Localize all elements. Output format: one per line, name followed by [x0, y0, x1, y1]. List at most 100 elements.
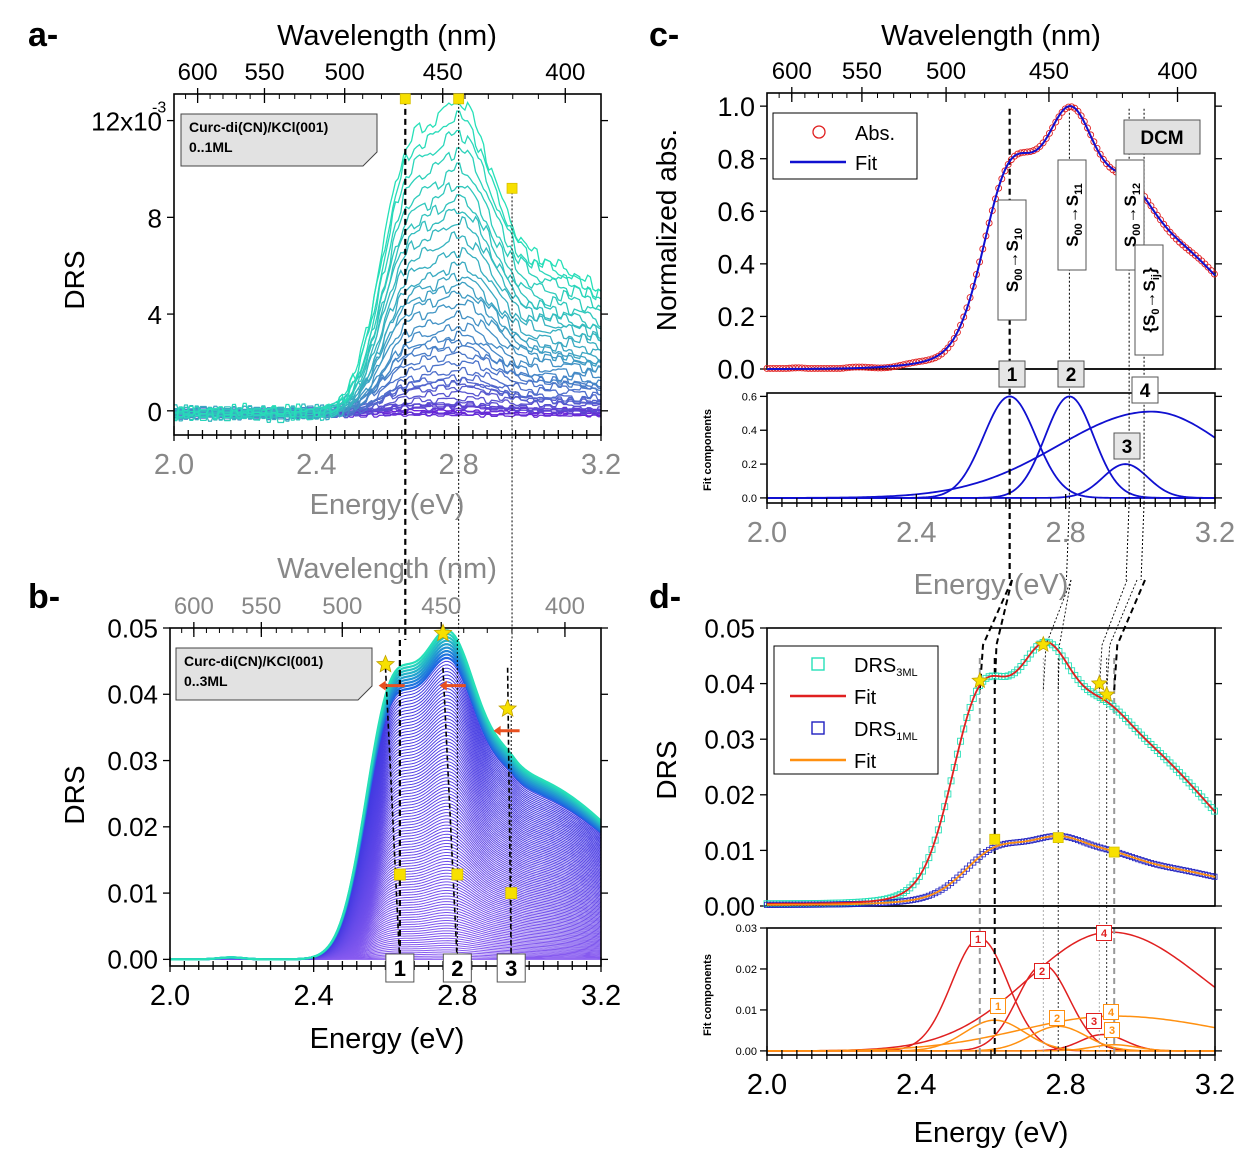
panel-d-y-tick-label: 0.03 — [704, 725, 755, 755]
square-marker — [506, 182, 518, 194]
cross-panel-guide — [993, 579, 1013, 691]
top-tick-label: 600 — [174, 593, 214, 620]
drs-1ml-point — [932, 890, 939, 897]
abs-point — [1055, 113, 1063, 121]
drs-1ml-point — [935, 888, 942, 895]
transition-label-box — [1104, 1022, 1120, 1038]
panel-a-x-tick-label: 3.2 — [581, 449, 621, 481]
square-marker — [451, 868, 464, 881]
panel-c-y-tick-label: 1.0 — [717, 92, 755, 122]
panel-c-x-tick-label: 2.0 — [747, 517, 787, 549]
panel-d-lower-y-tick-label: 0.01 — [736, 1005, 757, 1017]
abs-point — [1077, 112, 1085, 120]
transition-label: 3 — [1091, 1016, 1097, 1028]
transition-tag-box — [1134, 244, 1164, 356]
drs-curve — [173, 330, 602, 419]
transition-label: 1 — [1007, 365, 1018, 386]
drs-1ml-point — [929, 891, 936, 898]
panel-a-curves — [173, 101, 602, 424]
legend-label: Fit — [854, 751, 877, 773]
drs-1ml-point — [982, 848, 989, 855]
drs-1ml-point — [960, 868, 967, 875]
top-tick-label: 500 — [322, 593, 362, 620]
panel-b-label: b- — [28, 578, 60, 616]
transition-label: 1 — [995, 1001, 1001, 1013]
panel-a-x-tick-label: 2.8 — [439, 449, 479, 481]
panel-c-lower-y-tick-label: 0.0 — [742, 493, 757, 505]
panel-c-lower-y-tick-label: 0.4 — [742, 425, 757, 437]
abs-point — [1042, 134, 1050, 142]
star-guide-line — [442, 667, 459, 965]
cross-panel-guide — [1113, 579, 1146, 691]
panel-d-y-tick-label: 0.04 — [704, 669, 755, 699]
sample-label-box — [175, 647, 373, 701]
legend-marker — [811, 721, 825, 735]
drs-1ml-point — [938, 886, 945, 893]
square-marker — [1052, 832, 1064, 844]
abs-point — [950, 335, 958, 342]
axes-layer — [163, 87, 1222, 1061]
panel-c-y-tick-label: 0.6 — [717, 197, 755, 227]
abs-point — [1074, 107, 1082, 115]
drs-1ml-point — [963, 865, 970, 872]
panel-b-top-axis-title: Wavelength (nm) — [277, 553, 497, 585]
abs-point — [953, 328, 961, 336]
text-layer: 2.0 2.4 2.8 3.2 0 4 8 12x10-3 600 550 500 450 400 Wav… — [28, 16, 1235, 1149]
panel-d-x-tick-label: 2.0 — [747, 1069, 787, 1101]
abs-point — [947, 340, 955, 348]
transition-label-box — [1049, 1010, 1065, 1026]
star-marker — [1090, 674, 1108, 691]
star-marker — [498, 698, 518, 717]
panel-d-x-tick-label: 3.2 — [1195, 1069, 1235, 1101]
solvent-tag-box — [1123, 119, 1201, 155]
panel-c-lower-y-axis-title: Fit components — [702, 409, 714, 491]
panel-d-y-tick-label: 0.01 — [704, 836, 755, 866]
transition-label-box — [1103, 1004, 1119, 1020]
cross-panel-guide — [1106, 579, 1138, 691]
panel-c-x-axis-title: Energy (eV) — [914, 569, 1069, 601]
panel-a-label: a- — [28, 16, 58, 54]
guide-layer — [384, 98, 1146, 1055]
panel-b-y-tick-label: 0.01 — [107, 878, 158, 908]
abs-point — [1157, 216, 1164, 224]
top-tick-label: 450 — [423, 59, 463, 86]
abs-point — [1004, 161, 1012, 168]
transition-label: 4 — [1140, 381, 1151, 402]
panel-c-y-axis-title: Normalized abs. — [651, 129, 682, 331]
transition-tag-box — [997, 199, 1027, 321]
panel-d-x-axis-title: Energy (eV) — [914, 1117, 1069, 1149]
sample-label-line1: Curc-di(CN)/KCl(001) — [184, 653, 323, 669]
abs-point — [1147, 202, 1155, 210]
square-marker — [505, 887, 518, 899]
top-tick-label: 550 — [244, 59, 284, 86]
top-tick-label: 600 — [178, 59, 218, 86]
panel-d-lower-y-axis-title: Fit components — [702, 954, 714, 1036]
shift-arrowhead — [493, 725, 501, 736]
abs-point — [1039, 139, 1047, 147]
square-marker — [989, 833, 1001, 845]
panel-c-lower-y-tick-label: 0.2 — [742, 459, 757, 471]
panel-a-y-tick-label: 4 — [148, 300, 162, 330]
transition-tag-box — [1057, 159, 1087, 271]
drs-curve — [173, 129, 602, 422]
curve-layer — [170, 101, 1216, 1052]
panel-a-x-axis-title: Energy (eV) — [310, 489, 465, 521]
square-marker — [453, 93, 465, 105]
panel-b-y-tick-label: 0.00 — [107, 945, 158, 975]
solvent-tag: DCM — [1140, 128, 1183, 149]
panel-a-x-tick-label: 2.4 — [296, 449, 336, 481]
drs-curve — [173, 194, 602, 419]
transition-label-box — [1057, 360, 1085, 388]
drs-curve — [173, 147, 602, 424]
drs-3ml-point — [925, 854, 933, 862]
drs-curve — [173, 261, 602, 421]
abs-point — [1049, 124, 1057, 132]
panel-b-x-tick-label: 2.8 — [437, 980, 477, 1012]
panel-d-label: d- — [649, 578, 681, 616]
transition-label-box — [1034, 963, 1050, 979]
legend-box — [772, 112, 918, 180]
legend-label: Fit — [854, 687, 877, 709]
transition-label-box — [970, 931, 986, 947]
transition-label: 1 — [975, 934, 981, 946]
